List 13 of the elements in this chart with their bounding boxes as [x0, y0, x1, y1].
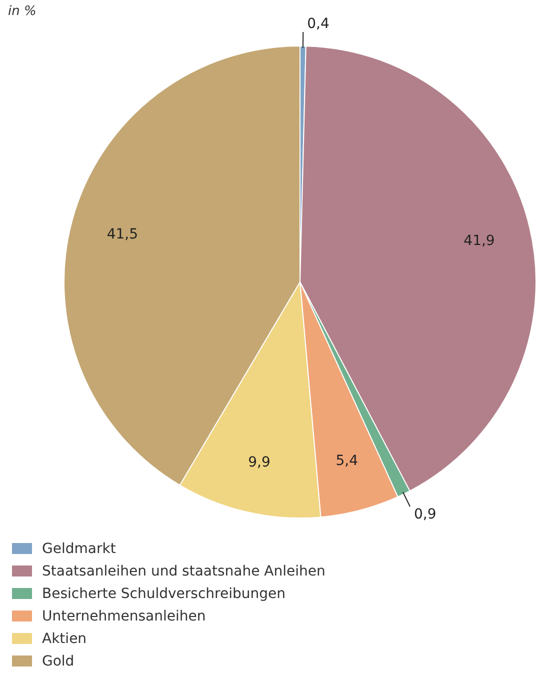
legend-label: Gold — [42, 654, 74, 670]
legend-label: Geldmarkt — [42, 541, 116, 557]
data-label: 9,9 — [248, 454, 270, 470]
data-label: 41,5 — [106, 226, 138, 242]
legend-label: Besicherte Schuldverschreibungen — [42, 586, 286, 602]
data-label: 41,9 — [464, 233, 495, 250]
chart-title: in % — [8, 4, 36, 19]
legend-label: Unternehmensanleihen — [42, 608, 206, 624]
data-label: 0,9 — [414, 506, 436, 523]
data-label: 5,4 — [336, 452, 358, 469]
legend-label: Staatsanleihen und staatsnahe Anleihen — [42, 564, 326, 580]
data-label: 0,4 — [307, 16, 330, 32]
legend-label: Aktien — [42, 631, 87, 647]
